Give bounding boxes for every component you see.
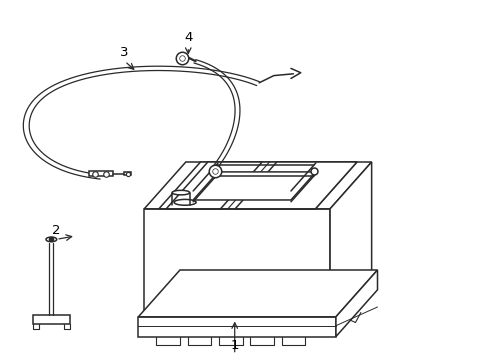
Polygon shape	[335, 270, 377, 337]
Text: 3: 3	[120, 46, 129, 59]
Ellipse shape	[46, 237, 57, 242]
Polygon shape	[144, 162, 371, 209]
Polygon shape	[166, 162, 262, 209]
Polygon shape	[193, 172, 315, 200]
Ellipse shape	[172, 190, 189, 195]
Polygon shape	[33, 315, 70, 324]
Polygon shape	[124, 172, 131, 175]
Polygon shape	[138, 317, 335, 337]
Text: 2: 2	[52, 224, 61, 237]
Polygon shape	[89, 171, 113, 176]
Polygon shape	[235, 162, 356, 209]
Polygon shape	[144, 209, 329, 317]
Ellipse shape	[174, 199, 196, 205]
Polygon shape	[159, 162, 356, 209]
Polygon shape	[138, 270, 377, 317]
Text: 1: 1	[230, 339, 239, 352]
Text: 4: 4	[183, 31, 192, 44]
Polygon shape	[329, 162, 371, 317]
